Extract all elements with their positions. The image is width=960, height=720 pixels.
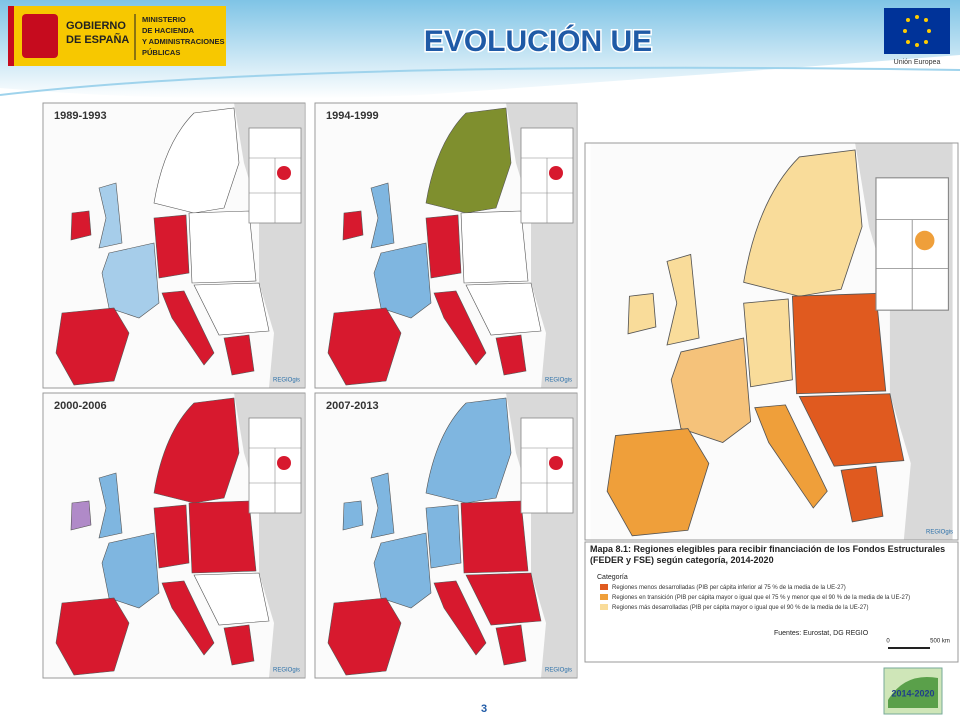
sources: Fuentes: Eurostat, DG REGIO (774, 630, 869, 637)
map-panel: 1989-1993 REGIOgis (42, 102, 306, 389)
map-label: 2007-2013 (326, 400, 379, 412)
legend-swatch (600, 594, 608, 600)
eu-label: Unión Europea (894, 59, 941, 66)
map-credit: REGIOgis (926, 530, 953, 536)
ministry-text: PÚBLICAS (142, 48, 180, 57)
scale-label: 500 km (930, 639, 950, 645)
badge-shape (888, 676, 938, 708)
header-line (0, 66, 960, 96)
legend-swatch (600, 584, 608, 590)
map-panel: 2007-2013 REGIOgis (314, 392, 578, 679)
legend-item: Regiones más desarrolladas (PIB per cápi… (612, 605, 868, 611)
legend-item: Regiones en transición (PIB per cápita m… (612, 595, 910, 601)
badge-text: 2014-2020 (891, 688, 934, 698)
map-label: 1989-1993 (54, 110, 107, 122)
main-map: REGIOgis (584, 142, 959, 541)
ministry-text: DE HACIENDA (142, 26, 195, 35)
coat-of-arms (22, 14, 58, 58)
ministry-text: MINISTERIO (142, 15, 186, 24)
map-credit: REGIOgis (545, 378, 572, 384)
map-panel: 2000-2006 REGIOgis (42, 392, 306, 679)
slide-title: EVOLUCIÓN UE (424, 24, 652, 58)
main-legend: Mapa 8.1: Regiones elegibles para recibi… (584, 541, 959, 663)
map-label: 1994-1999 (326, 110, 379, 122)
scale-label: 0 (886, 639, 890, 645)
flag-strip (8, 6, 14, 66)
map-label: 2000-2006 (54, 400, 107, 412)
map-credit: REGIOgis (273, 378, 300, 384)
legend-swatch (600, 604, 608, 610)
page-number: 3 (481, 703, 487, 715)
map-credit: REGIOgis (273, 668, 300, 674)
gov-text: GOBIERNO (66, 20, 126, 32)
eu-stars (903, 15, 931, 47)
ministry-text: Y ADMINISTRACIONES (142, 37, 225, 46)
map-credit: REGIOgis (545, 668, 572, 674)
eu-flag (884, 8, 950, 54)
gov-text: DE ESPAÑA (66, 33, 129, 46)
header-wave (0, 0, 960, 99)
legend-title: Categoría (597, 574, 628, 581)
map-panel: 1994-1999 REGIOgis (314, 102, 578, 389)
map-caption: Mapa 8.1: Regiones elegibles para recibi… (590, 544, 946, 565)
legend-item: Regiones menos desarrolladas (PIB per cá… (612, 585, 846, 591)
